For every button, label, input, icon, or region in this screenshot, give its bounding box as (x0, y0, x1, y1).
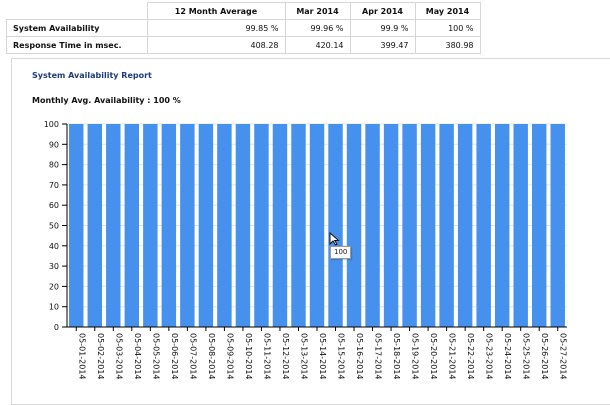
bar (365, 124, 380, 327)
bar (235, 124, 251, 327)
x-tick-label: 05-05-2014 (151, 333, 160, 380)
x-tick-label: 05-19-2014 (411, 333, 420, 380)
x-tick-label: 05-09-2014 (225, 333, 234, 380)
bar (476, 124, 491, 327)
bar (291, 124, 306, 327)
cell-value: 380.98 (414, 36, 481, 54)
bar (106, 124, 121, 327)
x-tick-label: 05-10-2014 (244, 333, 253, 380)
bar (272, 124, 288, 327)
bar (198, 124, 214, 327)
y-tick-label: 10 (49, 303, 59, 312)
bar (143, 124, 158, 327)
x-tick-label: 05-16-2014 (355, 333, 364, 380)
bar-value-tooltip: 100 (330, 246, 352, 259)
y-tick-label: 30 (49, 262, 59, 271)
bar (180, 124, 195, 327)
bar (494, 124, 510, 327)
bar (87, 124, 102, 327)
bar (439, 124, 454, 327)
y-tick-label: 50 (49, 222, 59, 231)
x-tick-label: 05-17-2014 (374, 333, 383, 380)
bar (217, 124, 232, 327)
bar (513, 124, 528, 327)
bar (402, 124, 417, 327)
x-tick-label: 05-07-2014 (188, 333, 197, 380)
bar (550, 124, 565, 327)
x-tick-label: 05-03-2014 (114, 333, 123, 380)
x-tick-label: 05-06-2014 (170, 333, 179, 380)
cell-value: 408.28 (146, 36, 286, 54)
y-tick-label: 40 (49, 242, 59, 251)
bar (420, 124, 436, 327)
x-tick-label: 05-13-2014 (299, 333, 308, 380)
x-tick-label: 05-08-2014 (207, 333, 216, 380)
bar (69, 124, 84, 327)
x-tick-label: 05-02-2014 (96, 333, 105, 380)
x-tick-label: 05-26-2014 (540, 333, 549, 380)
bar (254, 124, 269, 327)
x-tick-label: 05-15-2014 (337, 333, 346, 380)
monthly-avg-label: Monthly Avg. Availability : 100 % (32, 96, 181, 105)
x-tick-label: 05-20-2014 (429, 333, 438, 380)
x-tick-label: 05-25-2014 (522, 333, 531, 380)
x-tick-label: 05-12-2014 (281, 333, 290, 380)
x-tick-label: 05-14-2014 (318, 333, 327, 380)
y-tick-label: 60 (49, 201, 59, 210)
row-label: Response Time in msec. (6, 36, 148, 54)
y-tick-label: 70 (49, 181, 59, 190)
y-tick-label: 90 (49, 140, 59, 149)
cell-value: 100 % (414, 19, 481, 37)
bar (383, 124, 399, 327)
bar (328, 124, 343, 327)
x-tick-label: 05-22-2014 (466, 333, 475, 380)
summary-table: 12 Month Average Mar 2014 Apr 2014 May 2… (6, 2, 481, 54)
report-title: System Availability Report (32, 71, 152, 80)
x-tick-label: 05-24-2014 (503, 333, 512, 380)
bar (532, 124, 547, 327)
y-tick-label: 0 (54, 323, 59, 332)
x-tick-label: 05-18-2014 (392, 333, 401, 380)
bar (124, 124, 140, 327)
bar (457, 124, 473, 327)
y-tick-label: 20 (49, 282, 59, 291)
x-tick-label: 05-21-2014 (448, 333, 457, 380)
mouse-cursor-icon (329, 232, 340, 246)
x-tick-label: 05-11-2014 (262, 333, 271, 380)
bar (161, 124, 177, 327)
x-tick-label: 05-04-2014 (133, 333, 142, 380)
y-tick-label: 100 (44, 120, 59, 129)
summary-row-response-time: Response Time in msec. 408.28 420.14 399… (6, 36, 481, 54)
bar (309, 124, 325, 327)
summary-header-row: 12 Month Average Mar 2014 Apr 2014 May 2… (6, 2, 481, 20)
x-tick-label: 05-27-2014 (559, 333, 568, 380)
x-tick-label: 05-01-2014 (77, 333, 86, 380)
y-tick-label: 80 (49, 161, 59, 170)
x-tick-label: 05-23-2014 (485, 333, 494, 380)
bar (346, 124, 362, 327)
